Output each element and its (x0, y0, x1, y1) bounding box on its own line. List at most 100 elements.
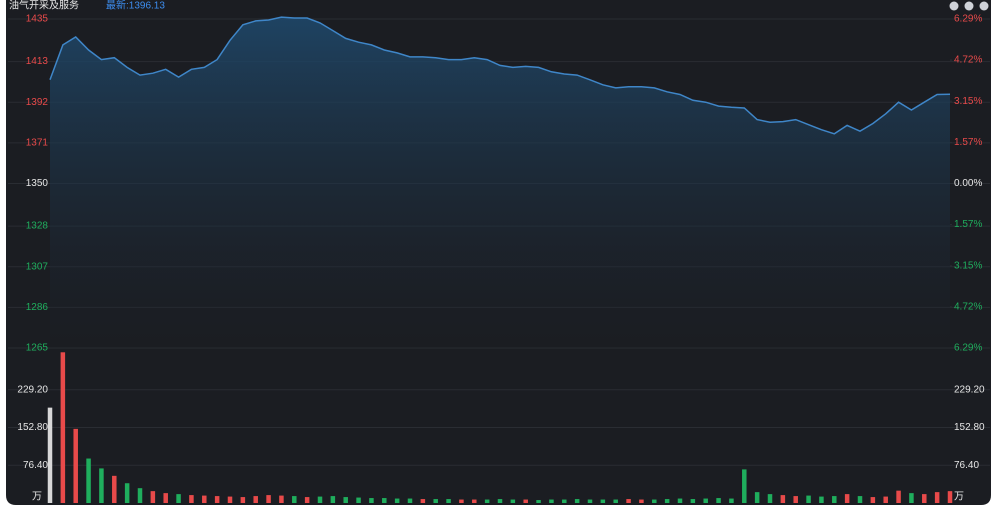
latest-price: 最新:1396.13 (106, 0, 165, 12)
volume-bar (330, 496, 336, 503)
volume-bar (896, 490, 901, 503)
y-tick-label: 1286 (26, 302, 49, 313)
volume-bar (536, 500, 541, 503)
volume-bar (562, 499, 567, 503)
volume-bar (253, 496, 258, 503)
volume-bar (472, 499, 477, 503)
volume-bar (677, 498, 683, 503)
volume-bar (292, 496, 297, 503)
volume-bar (600, 499, 606, 503)
volume-bar (420, 499, 426, 503)
volume-bar (47, 407, 53, 503)
volume-bar (86, 458, 91, 503)
volume-bar (613, 499, 618, 503)
volume-bar (754, 492, 760, 503)
volume-bar (793, 496, 798, 503)
volume-bar (510, 499, 516, 503)
volume-bar (60, 352, 66, 503)
y-tick-label: 1392 (26, 97, 49, 108)
volume-bar (369, 498, 374, 503)
volume-bar (742, 469, 747, 503)
volume-bar (947, 491, 953, 503)
volume-bar (343, 497, 348, 503)
volume-bar (214, 496, 220, 503)
y-tick-label: 1350 (26, 178, 49, 189)
volume-tick-label: 152.80 (17, 422, 48, 433)
volume-bar (240, 497, 246, 503)
volume-bar (124, 483, 130, 503)
volume-bar (870, 497, 876, 503)
volume-bar (574, 499, 580, 503)
zoom-in-button[interactable] (949, 1, 959, 11)
volume-bar (934, 492, 940, 503)
volume-bar (729, 498, 734, 503)
volume-bar (189, 495, 194, 503)
volume-bar (690, 499, 696, 503)
volume-bar (664, 499, 670, 503)
volume-tick-label: 229.20 (17, 384, 48, 395)
volume-bar (227, 496, 233, 503)
y2-tick-label: 0.00% (954, 178, 982, 189)
y-tick-label: 1413 (26, 56, 49, 67)
volume-bar (317, 496, 323, 503)
volume-bar (382, 498, 387, 503)
y-tick-label: 1328 (26, 221, 49, 232)
volume-bar (202, 495, 207, 503)
volume-bar (716, 498, 721, 503)
volume-bar (137, 488, 143, 503)
y-tick-label: 1307 (26, 261, 49, 272)
volume-bar (587, 499, 593, 503)
y2-tick-label: 3.15% (954, 96, 982, 107)
volume-bar (266, 495, 271, 503)
volume-bar (163, 493, 168, 503)
volume-bar (497, 499, 503, 503)
volume-unit: 万 (32, 492, 42, 503)
volume-bar (446, 499, 451, 503)
settings-button[interactable] (979, 1, 989, 11)
y-tick-label: 1435 (26, 14, 49, 25)
price-area (50, 17, 950, 348)
volume-bar (806, 495, 811, 503)
volume-bar (832, 496, 837, 503)
price-line (49, 16, 951, 135)
volume-bar (626, 499, 631, 503)
volume-bar (112, 475, 117, 503)
y2-tick-label: 3.15% (954, 261, 982, 272)
y-tick-label: 1265 (26, 343, 49, 354)
plot: 1265 1286 1307 1328 1350 1371 1392 1413 1435 6.29… (8, 14, 990, 503)
y2-tick-label: 1.57% (954, 137, 982, 148)
volume-bar (857, 496, 863, 503)
volume-bar (176, 494, 181, 503)
y2-tick-label: 4.72% (954, 55, 982, 66)
y2-tick-label: 1.57% (954, 219, 982, 230)
zoom-out-button[interactable] (964, 1, 974, 11)
volume-bar (356, 497, 361, 503)
volume-bar (150, 491, 156, 503)
y2-tick-label: 4.72% (954, 302, 982, 313)
y-tick-label: 1371 (26, 137, 49, 148)
y2-tick-label: 6.29% (954, 14, 982, 25)
volume-bar (703, 498, 708, 503)
volume-tick-label: 76.40 (954, 460, 979, 471)
volume-bar (73, 428, 78, 503)
volume-bar (279, 495, 284, 503)
volume-tick-label: 152.80 (954, 422, 985, 433)
volume-bar (407, 498, 413, 503)
volume-bar (304, 497, 310, 503)
volume-bar (99, 468, 104, 503)
volume-bar (909, 493, 914, 503)
volume-tick-label: 76.40 (23, 460, 48, 471)
chart-title: 油气开采及服务 (9, 0, 79, 12)
volume-bar (639, 499, 644, 503)
volume-bar (883, 496, 888, 503)
volume-bar (484, 499, 490, 503)
volume-bar (780, 495, 786, 503)
volume-bar (549, 499, 554, 503)
volume-bar (922, 494, 927, 503)
volume-bar (523, 499, 528, 503)
volume-bar (844, 494, 850, 503)
volume-bar (767, 494, 773, 503)
volume-bar (394, 498, 400, 503)
volume-bar (459, 499, 464, 503)
